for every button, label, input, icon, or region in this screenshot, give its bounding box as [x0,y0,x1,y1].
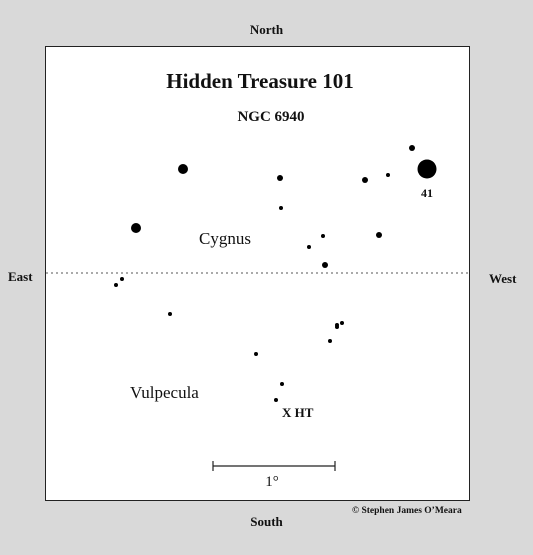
star [114,283,118,287]
scale-bar [212,461,336,471]
chart-title: Hidden Treasure 101 [166,69,353,93]
constellation-cygnus: Cygnus [199,229,251,248]
star [362,177,368,183]
scale-label: 1° [265,474,279,490]
star-chart: Hidden Treasure 101 NGC 6940 [45,46,471,501]
chart-subtitle: NGC 6940 [237,109,304,125]
star [409,145,415,151]
north-label: North [249,22,284,37]
star [120,277,124,281]
star-41 [417,159,437,179]
star [178,164,188,174]
star [279,206,283,210]
star [280,382,284,386]
star [335,325,339,329]
south-label: South [250,514,283,529]
target-marker-label: X HT [282,405,314,420]
star [277,175,283,181]
star [321,234,325,238]
constellation-vulpecula: Vulpecula [130,383,199,402]
star [340,321,344,325]
star-field: Hidden Treasure 101 NGC 6940 [46,69,471,490]
west-label: West [489,271,517,286]
star [322,262,328,268]
star [307,245,311,249]
copyright-credit: © Stephen James O’Meara [352,506,462,516]
star [254,352,258,356]
star [386,173,390,177]
star [168,312,172,316]
stars [114,145,437,402]
star [376,232,382,238]
star [328,339,332,343]
east-label: East [8,269,33,284]
star [131,223,141,233]
star [274,398,278,402]
star-41-label: 41 [421,186,433,200]
